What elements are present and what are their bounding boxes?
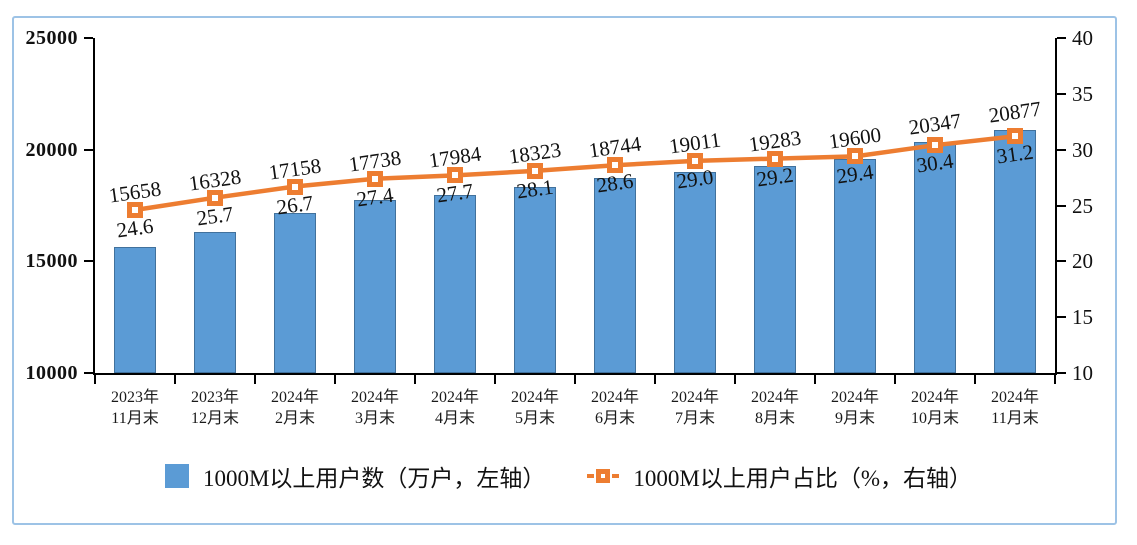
left-axis-tick-label: 20000 (25, 138, 78, 161)
x-axis-tick (574, 375, 576, 384)
line-marker (447, 167, 463, 184)
x-axis-line (93, 373, 1057, 375)
x-axis-tick (174, 375, 176, 384)
line-marker (367, 170, 383, 187)
legend-label-bar-series: 1000M以上用户数（万户，左轴） (202, 466, 546, 491)
line-marker (847, 148, 863, 165)
left-axis-tick (84, 260, 93, 263)
x-axis-category-label: 2024年 9月末 (830, 389, 879, 427)
right-axis-tick (1057, 148, 1066, 151)
left-axis-tick-label: 15000 (25, 250, 78, 273)
right-axis-tick-label: 30 (1072, 137, 1093, 162)
line-marker (127, 201, 143, 218)
legend: 1000M以上用户数（万户，左轴） 1000M以上用户占比（%，右轴） (0, 458, 1137, 494)
bar-series-swatch-icon (164, 464, 189, 488)
x-axis-tick (1054, 375, 1056, 384)
left-axis-tick (84, 372, 93, 374)
right-axis-tick (1057, 260, 1066, 263)
right-axis-tick (1057, 92, 1066, 95)
x-axis-category-label: 2024年 11月末 (990, 389, 1039, 427)
right-axis-tick (1057, 204, 1066, 207)
right-axis-tick (1057, 37, 1066, 39)
bar (354, 200, 396, 373)
right-axis-tick-label: 20 (1072, 249, 1093, 274)
right-axis-tick-label: 10 (1072, 361, 1093, 385)
x-axis-tick (974, 375, 976, 384)
left-axis-tick (84, 148, 93, 151)
line-dash-icon (587, 474, 595, 478)
left-axis-tick-label: 25000 (25, 27, 78, 49)
line-marker (527, 162, 543, 179)
line-marker (927, 137, 943, 154)
bar (674, 171, 716, 373)
right-axis-tick-label: 25 (1072, 193, 1093, 218)
left-axis-line (93, 38, 95, 375)
left-axis-tick (84, 37, 93, 39)
line-square-marker-icon (596, 469, 611, 483)
line-marker (1007, 128, 1023, 145)
right-axis-tick-label: 15 (1072, 305, 1093, 330)
line-marker (767, 150, 783, 167)
right-axis-tick (1057, 316, 1066, 319)
bar (514, 187, 556, 373)
x-axis-category-label: 2023年 11月末 (110, 389, 159, 427)
bar (754, 165, 796, 373)
line-marker (207, 189, 223, 206)
bar (114, 246, 156, 373)
line-dash-icon (612, 474, 620, 478)
bar (434, 194, 476, 373)
line-marker (687, 152, 703, 169)
x-axis-tick (494, 375, 496, 384)
right-axis-tick (1057, 372, 1066, 374)
bar (834, 158, 876, 373)
right-axis-tick-label: 35 (1072, 81, 1093, 106)
x-axis-tick (654, 375, 656, 384)
x-axis-category-label: 2023年 12月末 (190, 389, 239, 427)
x-axis-category-label: 2024年 7月末 (670, 389, 719, 427)
x-axis-tick (894, 375, 896, 384)
line-marker (287, 178, 303, 195)
x-axis-category-label: 2024年 10月末 (910, 389, 959, 427)
legend-item-line-series: 1000M以上用户占比（%，右轴） (587, 459, 972, 493)
x-axis-category-label: 2024年 8月末 (750, 389, 799, 427)
right-axis-tick-label: 40 (1072, 26, 1093, 50)
x-axis-category-label: 2024年 3月末 (350, 389, 399, 427)
x-axis-category-label: 2024年 5月末 (510, 389, 559, 427)
line-series-marker-icon (587, 469, 620, 483)
bar (274, 213, 316, 373)
x-axis-tick (414, 375, 416, 384)
x-axis-category-label: 2024年 6月末 (590, 389, 639, 427)
bar (194, 231, 236, 373)
x-axis-tick (254, 375, 256, 384)
x-axis-tick (814, 375, 816, 384)
bar (594, 177, 636, 373)
left-axis-tick-label: 10000 (25, 362, 78, 384)
x-axis-tick (734, 375, 736, 384)
x-axis-tick (94, 375, 96, 384)
legend-label-line-series: 1000M以上用户占比（%，右轴） (633, 466, 973, 491)
legend-item-bar-series: 1000M以上用户数（万户，左轴） (164, 459, 546, 493)
right-axis-line (1055, 38, 1057, 375)
line-marker (607, 157, 623, 174)
x-axis-tick (334, 375, 336, 384)
x-axis-category-label: 2024年 2月末 (270, 389, 319, 427)
x-axis-category-label: 2024年 4月末 (430, 389, 479, 427)
